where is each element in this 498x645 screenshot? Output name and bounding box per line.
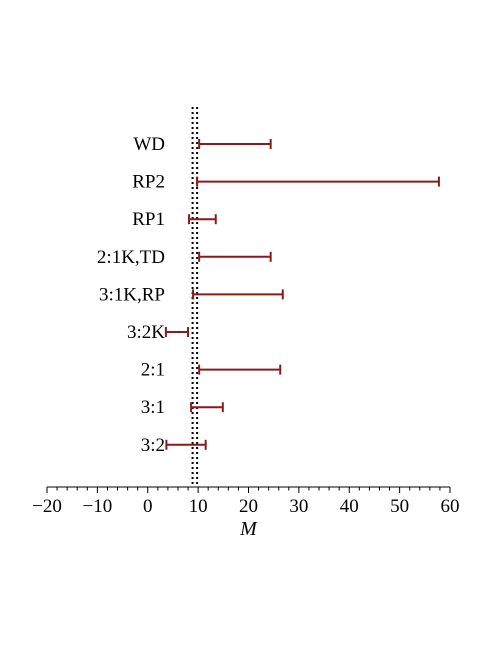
x-tick-label: 30 [289, 496, 308, 517]
interval-2 [188, 214, 217, 225]
x-tick-labels: −20 −10 0 10 20 30 40 50 60 [32, 496, 459, 517]
x-tick-label: 10 [189, 496, 208, 517]
x-tick-label: −10 [83, 496, 113, 517]
interval-5 [164, 327, 190, 337]
category-label: 2:1 [141, 360, 165, 381]
category-label: 3:2K [127, 322, 165, 343]
interval-1 [196, 176, 440, 187]
category-labels: WD RP2 RP1 2:1K,TD 3:1K,RP 3:2K 2:1 3:1 3:2 [97, 134, 165, 456]
x-tick-label: −20 [32, 496, 62, 517]
interval-4 [192, 289, 284, 300]
x-tick-label: 0 [143, 496, 153, 517]
category-label: RP2 [132, 172, 165, 193]
x-axis [46, 486, 451, 493]
category-label: 3:1K,RP [99, 284, 165, 305]
category-label: RP1 [132, 209, 165, 230]
category-label: 3:2 [141, 435, 165, 456]
category-label: 2:1K,TD [97, 247, 165, 268]
x-axis-title: M [239, 518, 258, 540]
interval-0 [198, 139, 272, 149]
x-tick-label: 20 [239, 496, 258, 517]
interval-6 [198, 364, 282, 375]
interval-bars [164, 139, 440, 450]
interval-7 [190, 402, 224, 413]
x-tick-label: 40 [340, 496, 359, 517]
interval-3 [198, 251, 272, 262]
interval-8 [165, 439, 207, 450]
x-tick-label: 60 [441, 496, 460, 517]
category-label: 3:1 [141, 397, 165, 418]
x-tick-label: 50 [390, 496, 409, 517]
category-label: WD [133, 134, 165, 155]
